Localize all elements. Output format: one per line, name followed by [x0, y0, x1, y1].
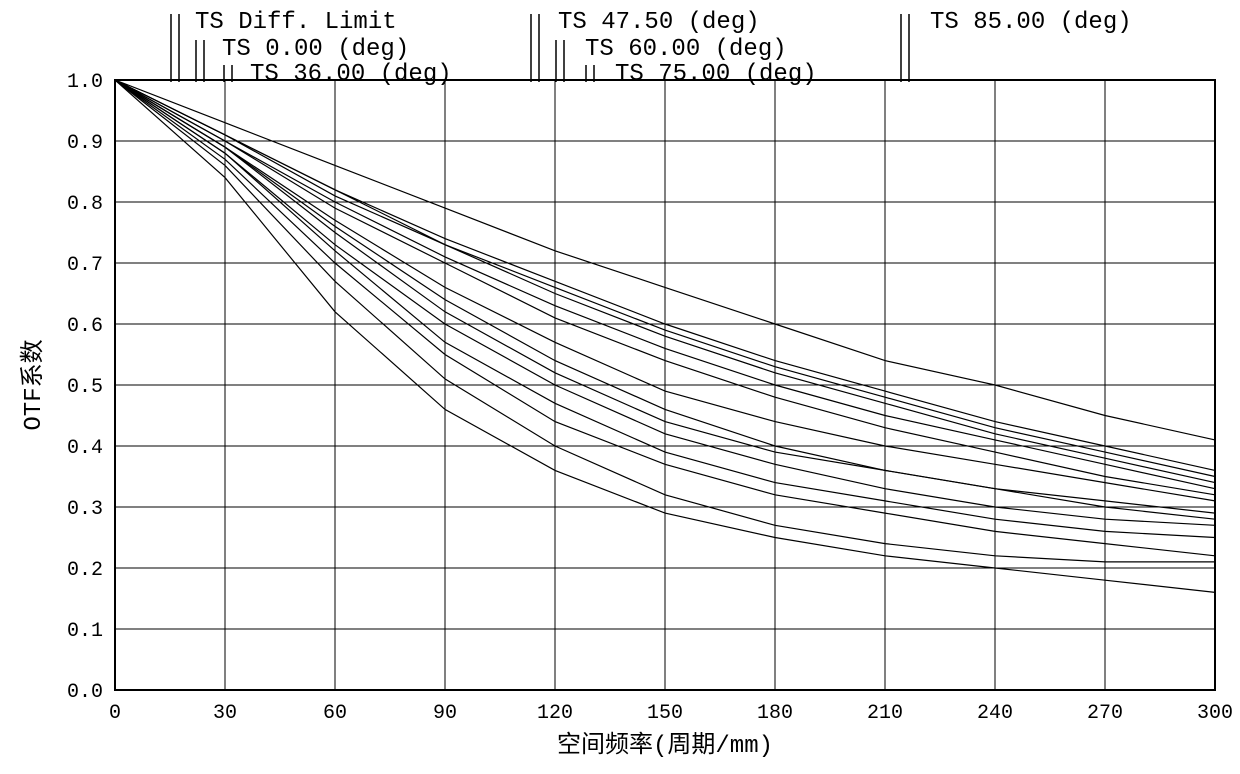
legend-label: TS 75.00 (deg) [615, 61, 817, 88]
y-tick-label: 0.4 [67, 437, 103, 460]
y-tick-label: 0.3 [67, 498, 103, 521]
y-tick-label: 0.8 [67, 193, 103, 216]
x-tick-label: 240 [977, 702, 1013, 725]
legend-label: TS 85.00 (deg) [930, 9, 1132, 36]
legend-label: TS 36.00 (deg) [250, 61, 452, 88]
y-tick-label: 0.7 [67, 254, 103, 277]
mtf-chart: 0 30 60 90 120 150 180 210 240 270 300 0.0 0.1 0.2 0.3… [0, 0, 1240, 774]
x-tick-label: 90 [433, 702, 457, 725]
x-tick-label: 120 [537, 702, 573, 725]
y-tick-label: 1.0 [67, 71, 103, 94]
y-tick-label: 0.9 [67, 132, 103, 155]
y-tick-label: 0.2 [67, 559, 103, 582]
legend-label: TS 47.50 (deg) [558, 9, 760, 36]
y-tick-label: 0.6 [67, 315, 103, 338]
x-tick-label: 0 [109, 702, 121, 725]
x-tick-label: 60 [323, 702, 347, 725]
legend-label: TS 0.00 (deg) [222, 36, 409, 63]
x-axis-title: 空间频率(周期/mm) [557, 731, 773, 760]
x-tick-label: 30 [213, 702, 237, 725]
y-tick-label: 0.1 [67, 620, 103, 643]
x-tick-label: 270 [1087, 702, 1123, 725]
x-tick-label: 300 [1197, 702, 1233, 725]
x-tick-label: 210 [867, 702, 903, 725]
legend-label: TS Diff. Limit [195, 9, 397, 36]
legend-label: TS 60.00 (deg) [585, 36, 787, 63]
x-tick-label: 150 [647, 702, 683, 725]
x-tick-label: 180 [757, 702, 793, 725]
y-tick-label: 0.0 [67, 681, 103, 704]
y-tick-label: 0.5 [67, 376, 103, 399]
y-axis-title: OTF系数 [19, 339, 48, 430]
